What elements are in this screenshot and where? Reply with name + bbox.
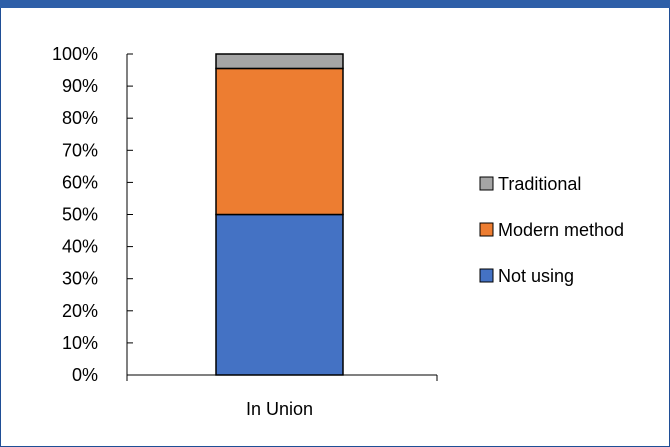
legend-label: Modern method: [498, 220, 624, 240]
y-tick-label: 0%: [72, 365, 98, 385]
legend-swatch: [479, 176, 494, 191]
legend: Traditional Modern method Not using: [479, 174, 624, 286]
y-tick-label: 60%: [62, 172, 98, 192]
y-tick-label: 40%: [62, 237, 98, 257]
y-tick-label: 20%: [62, 301, 98, 321]
y-tick-label: 100%: [52, 44, 98, 64]
y-tick-label: 50%: [62, 205, 98, 225]
legend-label: Not using: [498, 266, 574, 286]
legend-label: Traditional: [498, 174, 581, 194]
legend-swatch: [479, 222, 494, 237]
header-strip: [0, 0, 670, 8]
y-tick-label: 90%: [62, 76, 98, 96]
bars: [215, 53, 344, 376]
bar-segment-not-using: [215, 213, 344, 376]
axes: 0% 10% 20% 30% 40% 50% 60% 70% 80% 90% 100% In Unio…: [52, 44, 438, 419]
x-tick-label: In Union: [246, 399, 313, 419]
y-tick-label: 70%: [62, 140, 98, 160]
legend-swatch: [479, 268, 494, 283]
bar-segment-traditional: [215, 53, 344, 70]
bar-segment-modern-method: [215, 67, 344, 216]
y-tick-label: 80%: [62, 108, 98, 128]
y-tick-label: 30%: [62, 269, 98, 289]
y-tick-label: 10%: [62, 333, 98, 353]
